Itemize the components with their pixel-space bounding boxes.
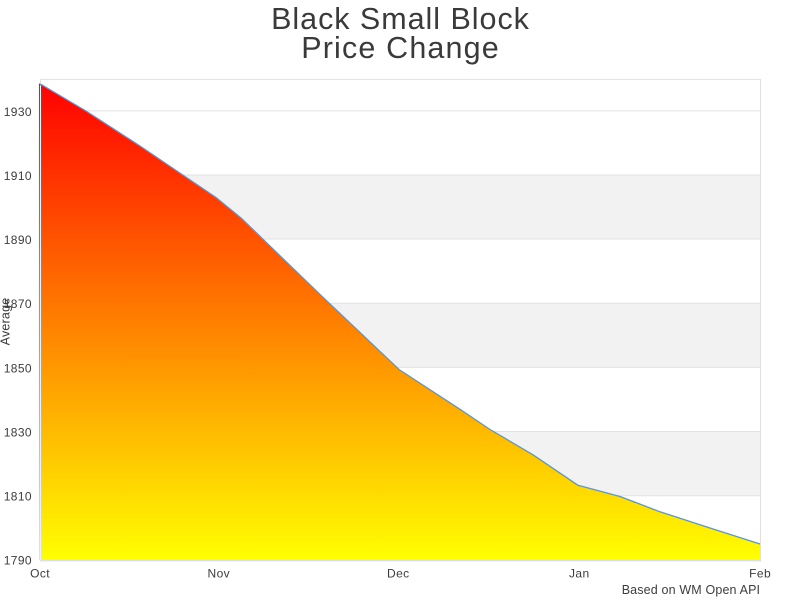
svg-text:Feb: Feb [749, 567, 771, 581]
svg-text:1810: 1810 [4, 490, 32, 504]
svg-text:1870: 1870 [4, 297, 32, 311]
svg-text:Dec: Dec [387, 567, 410, 581]
svg-text:Average: Average [0, 298, 13, 346]
svg-text:Price Change: Price Change [301, 31, 499, 65]
svg-text:Jan: Jan [569, 567, 590, 581]
svg-text:Nov: Nov [208, 567, 231, 581]
svg-text:1930: 1930 [4, 105, 32, 119]
svg-text:1850: 1850 [4, 361, 32, 375]
svg-text:Black Small Block: Black Small Block [271, 2, 530, 36]
svg-text:Oct: Oct [30, 567, 50, 581]
svg-text:1890: 1890 [4, 233, 32, 247]
svg-text:1910: 1910 [4, 169, 32, 183]
svg-text:1830: 1830 [4, 425, 32, 439]
svg-text:1790: 1790 [4, 553, 32, 567]
svg-text:Based on WM Open API: Based on WM Open API [622, 583, 761, 597]
